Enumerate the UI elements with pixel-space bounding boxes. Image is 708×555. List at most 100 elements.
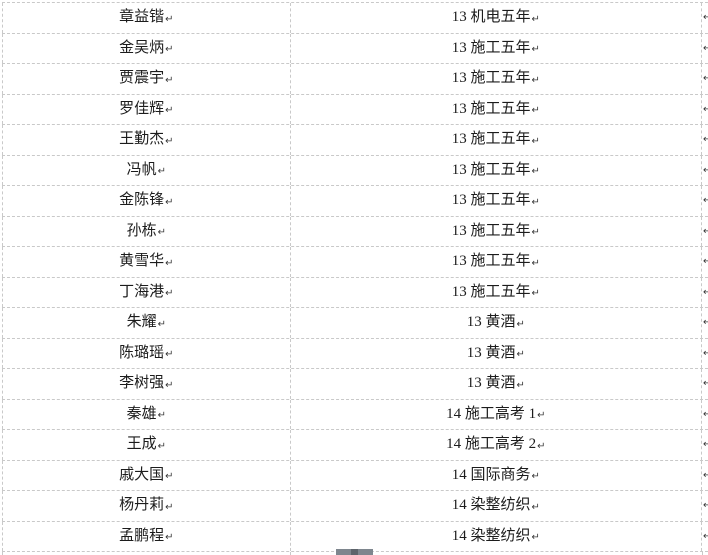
class-name: 13 施工五年 (451, 283, 531, 300)
student-name-cell[interactable]: 黄雪华 ↵ (2, 247, 290, 277)
end-of-cell-mark: ↵ (165, 257, 174, 269)
student-name: 戚大国 (119, 466, 165, 483)
end-of-cell-mark: ↵ (531, 74, 540, 86)
class-name-cell[interactable]: 13 施工五年 ↵ (289, 277, 703, 307)
class-name-cell[interactable]: 13 施工五年 ↵ (289, 247, 703, 277)
end-of-cell-mark: ↵ (531, 288, 540, 300)
student-name-cell[interactable] (2, 552, 290, 555)
table-row: 贾震宇 ↵ 13 施工五年 ↵ ↵ (2, 64, 708, 95)
table-row: 丁海港 ↵ 13 施工五年 ↵ ↵ (2, 277, 708, 308)
class-name: 14 施工高考 1 (446, 405, 537, 422)
student-name: 孟鹏程 (119, 527, 165, 544)
class-name: 14 染整纺织 (451, 497, 531, 514)
class-name-cell[interactable]: 13 黄酒 ↵ (289, 338, 703, 368)
end-of-cell-mark: ↵ (531, 257, 540, 269)
class-name-cell[interactable]: 13 机电五年 ↵ (289, 3, 703, 33)
table-row: 杨丹莉 ↵ 14 染整纺织 ↵ ↵ (2, 491, 708, 522)
table-row: 冯帆 ↵ 13 施工五年 ↵ ↵ (2, 155, 708, 186)
class-name-cell[interactable]: 14 施工高考 2 ↵ (289, 430, 703, 460)
class-name-cell[interactable]: 14 国际商务 ↵ (289, 460, 703, 490)
student-name-cell[interactable]: 金陈锋 ↵ (2, 186, 290, 216)
class-name-cell[interactable]: 14 染整纺织 ↵ (289, 521, 703, 551)
student-name-cell[interactable]: 贾震宇 ↵ (2, 64, 290, 94)
end-of-row-mark: ↵ (703, 347, 708, 359)
student-name: 王勤杰 (119, 131, 165, 148)
student-name: 朱耀 (126, 314, 157, 331)
class-name: 13 施工五年 (451, 161, 531, 178)
student-name-cell[interactable]: 杨丹莉 ↵ (2, 491, 290, 521)
end-of-cell-mark: ↵ (516, 349, 525, 361)
table-row: 秦雄 ↵ 14 施工高考 1 ↵ ↵ (2, 399, 708, 430)
student-name: 陈璐瑶 (119, 344, 165, 361)
end-of-cell-mark: ↵ (531, 105, 540, 117)
end-of-cell-mark: ↵ (165, 44, 174, 56)
student-name: 杨丹莉 (119, 497, 165, 514)
class-name-cell[interactable]: 13 施工五年 ↵ (289, 94, 703, 124)
end-of-cell-mark: ↵ (165, 471, 174, 483)
class-name: 13 施工五年 (451, 222, 531, 239)
end-of-row-mark: ↵ (703, 469, 708, 481)
end-of-cell-mark: ↵ (157, 227, 166, 239)
student-name-cell[interactable]: 王成 ↵ (2, 430, 290, 460)
student-name-cell[interactable]: 陈璐瑶 ↵ (2, 338, 290, 368)
student-name-cell[interactable]: 朱耀 ↵ (2, 308, 290, 338)
student-name: 黄雪华 (119, 253, 165, 270)
student-name: 罗佳辉 (119, 100, 165, 117)
class-name: 14 染整纺织 (451, 527, 531, 544)
student-name-cell[interactable]: 金吴炳 ↵ (2, 33, 290, 63)
student-name-cell[interactable]: 冯帆 ↵ (2, 155, 290, 185)
class-name-cell[interactable]: 13 施工五年 ↵ (289, 33, 703, 63)
table-row: 黄雪华 ↵ 13 施工五年 ↵ ↵ (2, 247, 708, 278)
class-name: 13 施工五年 (451, 39, 531, 56)
end-of-cell-mark: ↵ (531, 166, 540, 178)
class-name-cell[interactable]: 13 施工五年 ↵ (289, 186, 703, 216)
student-name: 孙栋 (126, 222, 157, 239)
end-of-cell-mark: ↵ (531, 501, 540, 513)
table-row: 朱耀 ↵ 13 黄酒 ↵ ↵ (2, 308, 708, 339)
class-name: 13 黄酒 (466, 314, 516, 331)
student-name: 贾震宇 (119, 70, 165, 87)
end-of-row-mark: ↵ (703, 500, 708, 512)
end-of-cell-mark: ↵ (165, 532, 174, 544)
table-row: 金吴炳 ↵ 13 施工五年 ↵ ↵ (2, 33, 708, 64)
student-name: 李树强 (119, 375, 165, 392)
student-name-cell[interactable]: 章益锴 ↵ (2, 3, 290, 33)
student-name-cell[interactable]: 秦雄 ↵ (2, 399, 290, 429)
end-of-row-mark: ↵ (703, 73, 708, 85)
student-name-cell[interactable]: 戚大国 ↵ (2, 460, 290, 490)
student-name-cell[interactable]: 孙栋 ↵ (2, 216, 290, 246)
class-name: 13 施工五年 (451, 253, 531, 270)
student-name-cell[interactable]: 罗佳辉 ↵ (2, 94, 290, 124)
class-name-cell[interactable]: 14 施工高考 1 ↵ (289, 399, 703, 429)
table-row: 李树强 ↵ 13 黄酒 ↵ ↵ (2, 369, 708, 400)
class-name-cell[interactable]: 13 黄酒 ↵ (289, 308, 703, 338)
end-of-row-mark: ↵ (703, 164, 708, 176)
class-name-cell[interactable]: 13 黄酒 ↵ (289, 369, 703, 399)
class-name-cell[interactable] (290, 552, 703, 555)
scrollbar-thumb[interactable] (336, 549, 373, 555)
end-of-cell-mark: ↵ (165, 379, 174, 391)
student-name-cell[interactable]: 孟鹏程 ↵ (2, 521, 290, 551)
class-name-cell[interactable]: 13 施工五年 ↵ (289, 155, 703, 185)
student-name: 丁海港 (119, 283, 165, 300)
end-of-row-mark: ↵ (703, 134, 708, 146)
table-row: 戚大国 ↵ 14 国际商务 ↵ ↵ (2, 460, 708, 491)
end-of-cell-mark: ↵ (531, 44, 540, 56)
end-of-row-mark: ↵ (703, 42, 708, 54)
end-of-cell-mark: ↵ (531, 227, 540, 239)
student-name-cell[interactable]: 丁海港 ↵ (2, 277, 290, 307)
class-name-cell[interactable]: 14 染整纺织 ↵ (289, 491, 703, 521)
end-of-cell-mark: ↵ (531, 532, 540, 544)
student-name: 冯帆 (126, 161, 157, 178)
end-of-cell-mark: ↵ (165, 74, 174, 86)
table-row-partial (2, 552, 708, 555)
end-of-cell-mark: ↵ (165, 135, 174, 147)
class-name-cell[interactable]: 13 施工五年 ↵ (289, 125, 703, 155)
class-name-cell[interactable]: 13 施工五年 ↵ (289, 216, 703, 246)
student-name-cell[interactable]: 李树强 ↵ (2, 369, 290, 399)
class-name-cell[interactable]: 13 施工五年 ↵ (289, 64, 703, 94)
end-of-cell-mark: ↵ (165, 13, 174, 25)
student-name-cell[interactable]: 王勤杰 ↵ (2, 125, 290, 155)
end-of-cell-mark: ↵ (157, 410, 166, 422)
